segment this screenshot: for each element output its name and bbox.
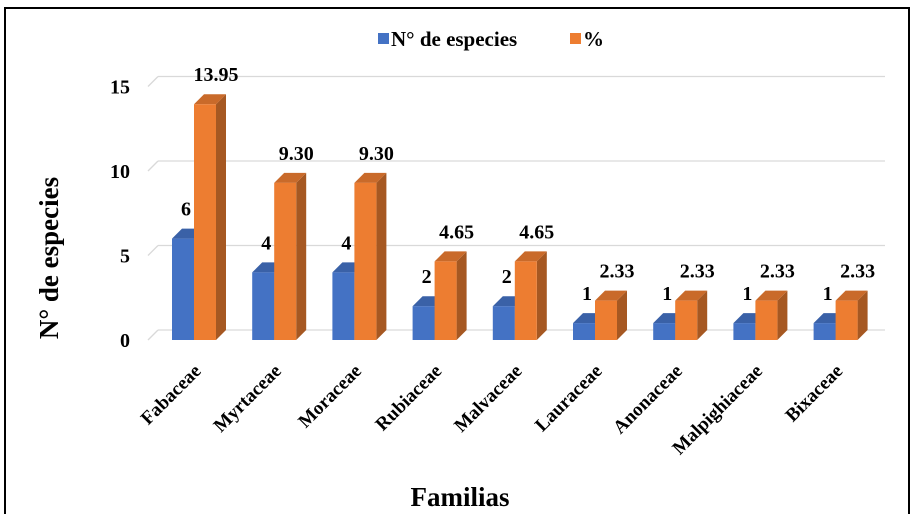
bar-top: [755, 290, 788, 301]
x-category-label: Bixaceae: [782, 361, 848, 427]
bar-front: [835, 300, 858, 340]
data-label-percent: 9.30: [279, 143, 314, 165]
bar-side: [216, 94, 226, 341]
bar-front: [813, 323, 836, 340]
bar-front: [675, 300, 698, 340]
data-label-percent: 2.33: [680, 261, 715, 283]
data-label-percent: 2.33: [840, 261, 875, 283]
data-label-percent: 13.95: [194, 64, 239, 86]
bar-front: [595, 300, 617, 340]
y-tick-label: 0: [120, 330, 130, 352]
data-label-especies: 1: [823, 283, 833, 305]
bar-front: [274, 182, 297, 340]
bar-front: [434, 261, 457, 340]
gridline-floor-2: [147, 160, 159, 172]
bar-top: [835, 290, 868, 301]
data-label-percent: 2.33: [600, 261, 635, 283]
y-tick-label: 10: [110, 161, 130, 183]
bar-side: [536, 251, 547, 340]
bar-percent-myrtaceae: [274, 172, 307, 340]
bar-front: [412, 306, 435, 340]
bar-front: [252, 272, 275, 340]
bar-side: [777, 290, 788, 340]
bar-front: [573, 323, 595, 340]
data-label-especies: 1: [582, 283, 592, 305]
data-label-especies: 2: [422, 266, 432, 288]
data-label-especies: 4: [261, 232, 271, 254]
data-label-percent: 4.65: [439, 221, 474, 243]
bar-side: [697, 290, 708, 340]
data-label-percent: 4.65: [519, 221, 554, 243]
data-labels: 6 13.95 4 9.30 4 9.30 2 4.65 2 4.65 1 2.33 1 2.33 1 2.3…: [181, 64, 875, 305]
data-label-especies: 6: [181, 199, 191, 221]
bar-percent-anonaceae: [675, 290, 708, 340]
x-category-label: Malvaceae: [450, 361, 526, 437]
data-label-especies: 1: [742, 283, 752, 305]
data-label-percent: 9.30: [359, 143, 394, 165]
gridline-floor-3: [147, 76, 159, 87]
bar-percent-rubiaceae: [434, 251, 467, 340]
bar-top: [434, 251, 467, 262]
bar-percent-malpighiaceae: [755, 290, 788, 340]
bar-front: [332, 272, 355, 340]
legend-label-percent: %: [583, 27, 604, 51]
bar-front: [755, 300, 778, 340]
bar-side: [456, 251, 467, 340]
y-axis-ticks: 0 5 10 15: [110, 77, 130, 353]
x-category-label: Anonaceae: [609, 361, 687, 439]
legend-swatch-percent: [570, 33, 581, 44]
bar-front: [514, 261, 537, 340]
legend: N° de especies %: [378, 27, 604, 51]
bar-top: [595, 290, 627, 301]
bar-side: [376, 172, 387, 340]
bar-top: [354, 172, 387, 183]
legend-swatch-especies: [378, 33, 389, 44]
chart-frame: [4, 7, 910, 514]
data-label-especies: 2: [502, 266, 512, 288]
gridline-floor-1: [147, 245, 159, 256]
bar-top: [194, 94, 226, 105]
bar-top: [274, 172, 307, 183]
x-category-label: Rubiaceae: [372, 361, 447, 436]
bar-percent-fabaceae: [194, 94, 226, 341]
data-label-percent: 2.33: [760, 261, 795, 283]
bars: [172, 94, 868, 341]
bar-front: [653, 323, 676, 340]
x-axis-categories: Fabaceae Myrtaceae Moraceae Rubiaceae Malvac…: [137, 361, 847, 459]
gridline-floor-0: [147, 329, 159, 341]
bar-front: [194, 104, 216, 341]
legend-label-especies: N° de especies: [391, 27, 517, 51]
x-category-label: Fabaceae: [137, 361, 206, 430]
bar-top: [675, 290, 708, 301]
bar-front: [354, 182, 377, 340]
bar-front: [733, 323, 756, 340]
y-tick-label: 15: [110, 77, 130, 99]
x-category-label: Lauraceae: [531, 361, 606, 436]
y-tick-label: 5: [120, 246, 130, 268]
bar-percent-moraceae: [354, 172, 387, 340]
bar-front: [492, 306, 515, 340]
bar-percent-bixaceae: [835, 290, 868, 340]
x-category-label: Myrtaceae: [210, 361, 286, 437]
bar-side: [296, 172, 307, 340]
x-axis-title: Familias: [411, 482, 510, 512]
bar-percent-lauraceae: [595, 290, 627, 340]
bar-front: [172, 238, 194, 340]
data-label-especies: 1: [662, 283, 672, 305]
bar-top: [514, 251, 547, 262]
bar-side: [857, 290, 868, 340]
y-axis-title: N° de especies: [34, 177, 64, 339]
bar-side: [617, 290, 627, 340]
bar-percent-malvaceae: [514, 251, 547, 340]
data-label-especies: 4: [341, 232, 351, 254]
x-category-label: Moraceae: [294, 361, 366, 433]
